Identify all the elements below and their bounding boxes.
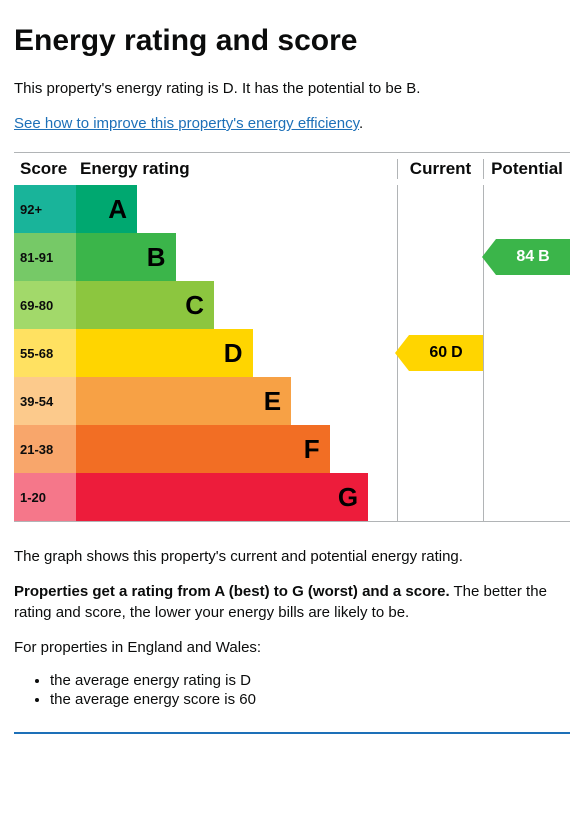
rating-bar: A <box>76 185 137 233</box>
score-range: 69-80 <box>14 281 76 329</box>
potential-cell <box>484 185 570 233</box>
potential-cell: 84 B <box>484 233 570 281</box>
score-range: 81-91 <box>14 233 76 281</box>
score-range: 21-38 <box>14 425 76 473</box>
current-tag-score: 60 <box>429 344 447 362</box>
averages-list: the average energy rating is D the avera… <box>14 672 570 708</box>
rating-bar: C <box>76 281 214 329</box>
rating-bar-cell: D <box>76 329 398 377</box>
improve-efficiency-link[interactable]: See how to improve this property's energ… <box>14 115 359 132</box>
rating-row-g: 1-20G <box>14 473 570 521</box>
rating-bar-cell: G <box>76 473 398 521</box>
header-score: Score <box>14 159 76 179</box>
england-wales-intro: For properties in England and Wales: <box>14 637 570 658</box>
rating-row-d: 55-68D60 D <box>14 329 570 377</box>
rating-row-f: 21-38F <box>14 425 570 473</box>
potential-cell <box>484 377 570 425</box>
current-cell <box>398 185 484 233</box>
score-range: 55-68 <box>14 329 76 377</box>
rating-bar-cell: F <box>76 425 398 473</box>
list-item: the average energy score is 60 <box>50 691 570 708</box>
rating-row-e: 39-54E <box>14 377 570 425</box>
score-range: 92+ <box>14 185 76 233</box>
rating-bar: D <box>76 329 253 377</box>
current-cell <box>398 377 484 425</box>
rating-bar-cell: A <box>76 185 398 233</box>
potential-tag-score: 84 <box>516 248 534 266</box>
rating-row-a: 92+A <box>14 185 570 233</box>
current-cell <box>398 281 484 329</box>
rating-bar: E <box>76 377 291 425</box>
rating-bar: B <box>76 233 176 281</box>
header-rating: Energy rating <box>76 159 398 179</box>
header-potential: Potential <box>484 159 570 179</box>
improve-efficiency-link-text: See how to improve this property's energ… <box>14 115 359 132</box>
potential-cell <box>484 281 570 329</box>
potential-tag-letter: B <box>538 248 550 266</box>
rating-bar: F <box>76 425 330 473</box>
explain-2-bold: Properties get a rating from A (best) to… <box>14 583 450 600</box>
current-tag-letter: D <box>451 344 463 362</box>
score-range: 39-54 <box>14 377 76 425</box>
rating-bar-cell: B <box>76 233 398 281</box>
current-cell <box>398 233 484 281</box>
rating-bar: G <box>76 473 368 521</box>
current-cell <box>398 425 484 473</box>
current-cell: 60 D <box>398 329 484 377</box>
epc-chart: Score Energy rating Current Potential 92… <box>14 152 570 522</box>
rating-bar-cell: C <box>76 281 398 329</box>
current-tag: 60 D <box>409 335 483 371</box>
section-divider <box>14 732 570 734</box>
potential-cell <box>484 425 570 473</box>
potential-cell <box>484 473 570 521</box>
intro-text: This property's energy rating is D. It h… <box>14 78 570 99</box>
potential-cell <box>484 329 570 377</box>
explain-2: Properties get a rating from A (best) to… <box>14 581 570 623</box>
potential-tag: 84 B <box>496 239 570 275</box>
list-item: the average energy rating is D <box>50 672 570 689</box>
rating-row-c: 69-80C <box>14 281 570 329</box>
rating-row-b: 81-91B84 B <box>14 233 570 281</box>
page-title: Energy rating and score <box>14 24 570 58</box>
header-current: Current <box>398 159 484 179</box>
rating-bar-cell: E <box>76 377 398 425</box>
explain-1: The graph shows this property's current … <box>14 546 570 567</box>
current-cell <box>398 473 484 521</box>
score-range: 1-20 <box>14 473 76 521</box>
